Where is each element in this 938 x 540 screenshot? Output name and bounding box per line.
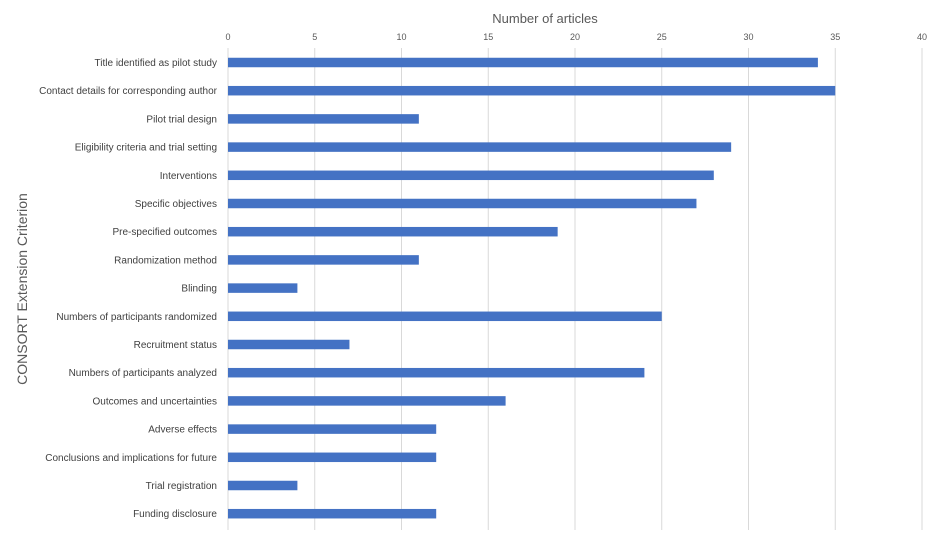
bar (228, 452, 437, 463)
x-tick-label: 20 (570, 32, 580, 42)
x-tick-label: 40 (917, 32, 927, 42)
bar (228, 114, 419, 124)
gridlines (227, 48, 923, 530)
x-tick-label: 10 (396, 32, 406, 42)
x-axis-title: Number of articles (492, 11, 598, 26)
category-label: Pre-specified outcomes (113, 227, 218, 238)
category-label: Pilot trial design (146, 114, 217, 125)
bar (228, 198, 697, 209)
bar (228, 142, 732, 152)
bar (228, 85, 836, 96)
x-tick-label: 5 (312, 32, 317, 42)
category-label: Blinding (181, 284, 217, 295)
x-tick-label: 15 (483, 32, 493, 42)
bars (228, 57, 836, 519)
category-label: Recruitment status (134, 340, 217, 351)
y-axis-title: CONSORT Extension Criterion (14, 193, 30, 385)
bar (228, 255, 419, 265)
bar (228, 283, 298, 293)
bar (228, 508, 437, 519)
bar (228, 57, 818, 68)
category-label: Contact details for corresponding author (39, 86, 218, 97)
category-label: Interventions (160, 171, 217, 182)
bar (228, 396, 506, 406)
category-label: Numbers of participants randomized (56, 312, 217, 323)
category-labels: Title identified as pilot study Contact d… (39, 58, 218, 520)
bar (228, 170, 714, 181)
category-label: Title identified as pilot study (95, 58, 217, 69)
bar (228, 339, 350, 350)
category-label: Conclusions and implications for future (45, 453, 217, 464)
bar (228, 311, 662, 322)
category-label: Specific objectives (135, 199, 217, 210)
category-label: Numbers of participants analyzed (69, 368, 217, 379)
bar (228, 367, 645, 378)
bar (228, 226, 558, 237)
category-label: Randomization method (114, 255, 217, 266)
bar (228, 480, 298, 491)
x-tick-label: 30 (743, 32, 753, 42)
x-tick-labels: 0 5 10 15 20 25 30 35 40 (225, 32, 927, 42)
category-label: Adverse effects (148, 425, 217, 436)
x-tick-label: 0 (225, 32, 230, 42)
bar (228, 424, 437, 434)
x-tick-label: 35 (830, 32, 840, 42)
category-label: Outcomes and uncertainties (92, 396, 217, 407)
category-label: Eligibility criteria and trial setting (75, 143, 217, 154)
category-label: Funding disclosure (133, 509, 217, 520)
category-label: Trial registration (146, 481, 217, 492)
x-tick-label: 25 (657, 32, 667, 42)
